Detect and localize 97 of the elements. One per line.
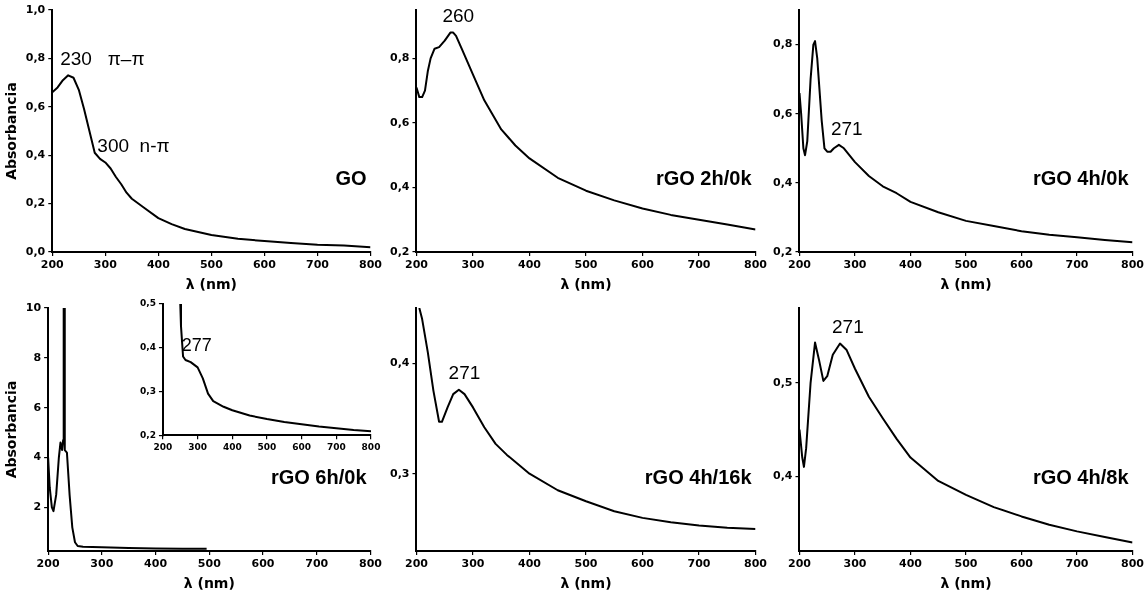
x-tick-label: 600: [1010, 258, 1034, 272]
annotation: rGO 4h/16k: [644, 465, 753, 488]
x-tick-label: 300: [461, 258, 485, 272]
x-tick-label: 800: [744, 557, 768, 571]
annotation: 230 π–π: [60, 48, 145, 70]
x-tick-label: 600: [292, 441, 312, 452]
y-axis-title: Absorbancia: [3, 82, 20, 180]
x-axis-title: λ (nm): [940, 575, 992, 592]
x-tick-label: 400: [146, 258, 171, 272]
annotation: rGO 6h/0k: [270, 465, 368, 488]
y-tick-label: 0,2: [772, 244, 793, 258]
x-tick-label: 300: [93, 258, 118, 272]
x-tick-label: 700: [305, 557, 329, 571]
x-tick-label: 200: [40, 258, 65, 272]
x-tick-label: 200: [788, 258, 812, 272]
x-tick-label: 500: [954, 258, 978, 272]
x-tick-label: 200: [405, 258, 429, 272]
x-tick-label: 500: [574, 258, 598, 272]
x-tick-label: 200: [153, 441, 173, 452]
x-tick-label: 300: [188, 441, 208, 452]
x-tick-label: 500: [954, 557, 978, 571]
x-tick-label: 700: [326, 441, 346, 452]
x-tick-label: 300: [843, 258, 867, 272]
x-tick-label: 200: [405, 557, 429, 571]
x-tick-label: 700: [1065, 258, 1089, 272]
x-tick-label: 700: [306, 258, 330, 272]
annotation: rGO 4h/0k: [1032, 166, 1130, 189]
y-tick-label: 0,4: [772, 175, 793, 189]
y-tick-label: 0,4: [25, 148, 46, 162]
y-tick-label: 0,6: [772, 106, 793, 120]
x-tick-label: 500: [574, 557, 598, 571]
x-tick-label: 300: [90, 557, 114, 571]
x-axis-title: λ (nm): [560, 276, 612, 293]
y-tick-label: 0,6: [25, 99, 46, 113]
y-tick-label: 0,5: [139, 298, 156, 309]
x-tick-label: 400: [518, 557, 542, 571]
y-tick-label: 0,4: [389, 180, 410, 194]
x-axis-title: λ (nm): [183, 575, 235, 592]
x-tick-label: 800: [359, 557, 383, 571]
x-tick-label: 300: [461, 557, 485, 571]
y-tick-label: 0,0: [25, 244, 46, 258]
y-tick-label: 0,3: [139, 385, 156, 396]
x-axis-title: λ (nm): [560, 575, 612, 592]
y-tick-label: 0,8: [389, 51, 410, 65]
x-tick-label: 200: [788, 557, 812, 571]
y-axis-title: Absorbancia: [3, 380, 20, 479]
x-tick-label: 700: [687, 258, 711, 272]
annotation: 271: [832, 316, 864, 338]
y-tick-label: 4: [33, 450, 42, 464]
annotation: 271: [448, 362, 481, 384]
annotation: rGO 2h/0k: [655, 166, 753, 189]
annotation: rGO 4h/8k: [1032, 465, 1130, 488]
y-tick-label: 6: [33, 400, 42, 414]
y-tick-label: 1,0: [25, 2, 46, 16]
x-tick-label: 800: [1121, 258, 1145, 272]
x-tick-label: 600: [251, 557, 275, 571]
x-tick-label: 500: [199, 258, 224, 272]
x-tick-label: 600: [252, 258, 277, 272]
x-tick-label: 800: [1121, 557, 1145, 571]
annotation: 277: [181, 334, 212, 355]
annotation: 260: [442, 5, 475, 27]
x-tick-label: 500: [197, 557, 222, 571]
y-tick-label: 0,6: [389, 115, 410, 129]
x-tick-label: 600: [631, 557, 655, 571]
annotation: GO: [335, 166, 367, 189]
x-tick-label: 400: [144, 557, 168, 571]
x-tick-label: 400: [518, 258, 542, 272]
x-tick-label: 600: [1010, 557, 1034, 571]
y-tick-label: 0,8: [772, 37, 793, 51]
y-tick-label: 0,2: [139, 429, 156, 440]
y-tick-label: 0,4: [772, 469, 793, 483]
x-tick-label: 400: [899, 258, 923, 272]
y-tick-label: 0,3: [389, 466, 410, 480]
x-tick-label: 800: [361, 441, 381, 452]
y-tick-label: 8: [33, 350, 42, 364]
y-tick-label: 0,2: [389, 244, 410, 258]
y-tick-label: 0,4: [389, 356, 410, 370]
x-tick-label: 600: [631, 258, 655, 272]
annotation: 271: [830, 117, 863, 139]
y-tick-label: 0,8: [25, 51, 46, 65]
annotation: 300 n-π: [97, 135, 170, 157]
y-tick-label: 2: [33, 500, 42, 514]
x-axis-title: λ (nm): [940, 276, 992, 293]
x-axis-title: λ (nm): [185, 276, 237, 293]
y-tick-label: 0,5: [772, 375, 793, 389]
x-tick-label: 400: [899, 557, 923, 571]
x-tick-label: 500: [257, 441, 277, 452]
x-tick-label: 200: [36, 557, 60, 571]
x-tick-label: 800: [359, 258, 383, 272]
y-tick-label: 0,4: [139, 342, 156, 353]
x-tick-label: 300: [843, 557, 867, 571]
x-tick-label: 700: [687, 557, 711, 571]
x-tick-label: 800: [744, 258, 768, 272]
x-tick-label: 400: [222, 441, 242, 452]
y-tick-label: 0,2: [25, 196, 46, 210]
y-tick-label: 10: [25, 300, 42, 314]
x-tick-label: 700: [1065, 557, 1089, 571]
